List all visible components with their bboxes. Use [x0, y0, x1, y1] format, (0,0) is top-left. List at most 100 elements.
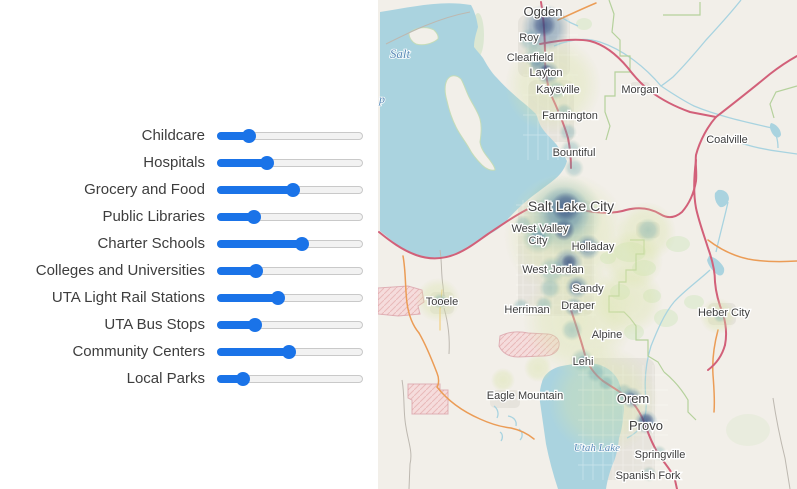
heat-point-mid [641, 466, 657, 482]
map-label-layton: Layton [529, 67, 562, 79]
heat-point-mid [598, 375, 614, 391]
slider-thumb[interactable] [236, 371, 251, 386]
slider-fill [217, 185, 293, 194]
slider-label: UTA Bus Stops [104, 316, 205, 333]
heat-point-max [540, 64, 552, 76]
heat-point-wash [548, 345, 658, 455]
slider-thumb[interactable] [259, 155, 274, 170]
uta-light-rail-stations-slider[interactable] [217, 290, 363, 305]
heat-point-mid [539, 277, 561, 299]
map-label-kaysville: Kaysville [536, 84, 579, 96]
map-canvas[interactable]: Salt p Utah Lake Ogden Roy Clearfield Layton K… [378, 0, 797, 489]
slider-fill [217, 239, 302, 248]
echo-reservoir [769, 123, 781, 138]
water-label-p: p [378, 92, 385, 106]
map-label-herriman: Herriman [504, 304, 549, 316]
jordanelle-reservoir [714, 189, 729, 208]
slider-thumb[interactable] [285, 182, 300, 197]
map-label-sandy: Sandy [572, 283, 604, 295]
slider-label: Community Centers [72, 343, 205, 360]
heat-point-max [532, 13, 556, 37]
water-label-utah-lake: Utah Lake [574, 442, 620, 454]
slider-thumb[interactable] [281, 344, 296, 359]
childcare-slider[interactable] [217, 128, 363, 143]
map-label-bountiful: Bountiful [553, 147, 596, 159]
hospitals-slider[interactable] [217, 155, 363, 170]
heat-point-mid [546, 80, 566, 100]
slider-label: Hospitals [143, 154, 205, 171]
grocery-and-food-slider[interactable] [217, 182, 363, 197]
heat-point-max [561, 254, 577, 270]
slider-label: Public Libraries [102, 208, 205, 225]
heat-point-high [577, 355, 589, 367]
slider-fill [217, 320, 255, 329]
slider-thumb[interactable] [247, 317, 262, 332]
heat-point-max [569, 280, 583, 294]
map-label-holladay: Holladay [572, 241, 615, 253]
map-label-city: City [529, 235, 548, 247]
fremont-island [408, 27, 439, 46]
heat-point-max [625, 392, 637, 404]
slider-fill [217, 347, 289, 356]
charter-schools-slider[interactable] [217, 236, 363, 251]
city-labels: Ogden Roy Clearfield Layton Kaysville Farming… [424, 3, 751, 484]
map-label-draper: Draper [561, 300, 595, 312]
heat-point-max [638, 413, 654, 429]
water-labels: Salt p Utah Lake [378, 45, 621, 455]
heat-point-mid [535, 296, 553, 314]
map-label-roy: Roy [519, 32, 539, 44]
heat-point-mid [514, 215, 532, 233]
community-centers-slider[interactable] [217, 344, 363, 359]
map-label-eagle-mountain: Eagle Mountain [487, 390, 563, 402]
water-label-salt: Salt [390, 46, 411, 61]
local-parks-slider[interactable] [217, 371, 363, 386]
antelope-island [444, 75, 496, 171]
slider-thumb[interactable] [294, 236, 309, 251]
slider-row-uta-light-rail-stations: UTA Light Rail Stations [0, 284, 378, 311]
slider-row-hospitals: Hospitals [0, 149, 378, 176]
slider-label: Local Parks [126, 370, 205, 387]
heat-point-mid [561, 319, 583, 341]
map-label-west-valley: West Valley [511, 223, 569, 235]
colleges-and-universities-slider[interactable] [217, 263, 363, 278]
map-label-farmington: Farmington [542, 110, 598, 122]
slider-fill [217, 374, 244, 383]
heat-point-high [564, 297, 584, 317]
map-label-spanish-fork: Spanish Fork [616, 470, 681, 482]
heat-point-mid [555, 103, 573, 121]
slider-row-grocery-and-food: Grocery and Food [0, 176, 378, 203]
slider-row-charter-schools: Charter Schools [0, 230, 378, 257]
map-label-provo: Provo [629, 418, 663, 433]
map-label-morgan: Morgan [621, 84, 658, 96]
heat-point-max [551, 192, 581, 222]
uta-bus-stops-slider[interactable] [217, 317, 363, 332]
heat-point-high [437, 297, 445, 305]
heat-point-mid [713, 309, 727, 323]
slider-row-public-libraries: Public Libraries [0, 203, 378, 230]
slider-row-childcare: Childcare [0, 122, 378, 149]
slider-thumb[interactable] [242, 128, 257, 143]
slider-fill [217, 266, 257, 275]
slider-list: Childcare Hospitals Grocery and Food Public… [0, 122, 378, 392]
map-label-alpine: Alpine [592, 329, 623, 341]
slider-thumb[interactable] [271, 290, 286, 305]
slider-fill [217, 212, 254, 221]
heat-point-mid [512, 298, 530, 316]
heat-point-wash [491, 368, 515, 392]
heat-point-mid [651, 445, 667, 461]
slider-thumb[interactable] [249, 263, 264, 278]
heat-point-wash [603, 230, 663, 290]
heat-point-high [529, 229, 547, 247]
slider-row-colleges-and-universities: Colleges and Universities [0, 257, 378, 284]
heatmap-overlay [416, 4, 736, 482]
slider-fill [217, 158, 267, 167]
map-label-lehi: Lehi [573, 356, 594, 368]
public-libraries-slider[interactable] [217, 209, 363, 224]
map-label-springville: Springville [635, 449, 686, 461]
slider-fill [217, 131, 250, 140]
heat-point-mid [560, 139, 582, 161]
map-label-ogden: Ogden [523, 4, 562, 19]
slider-thumb[interactable] [246, 209, 261, 224]
map[interactable]: Salt p Utah Lake Ogden Roy Clearfield Layton K… [378, 0, 797, 489]
